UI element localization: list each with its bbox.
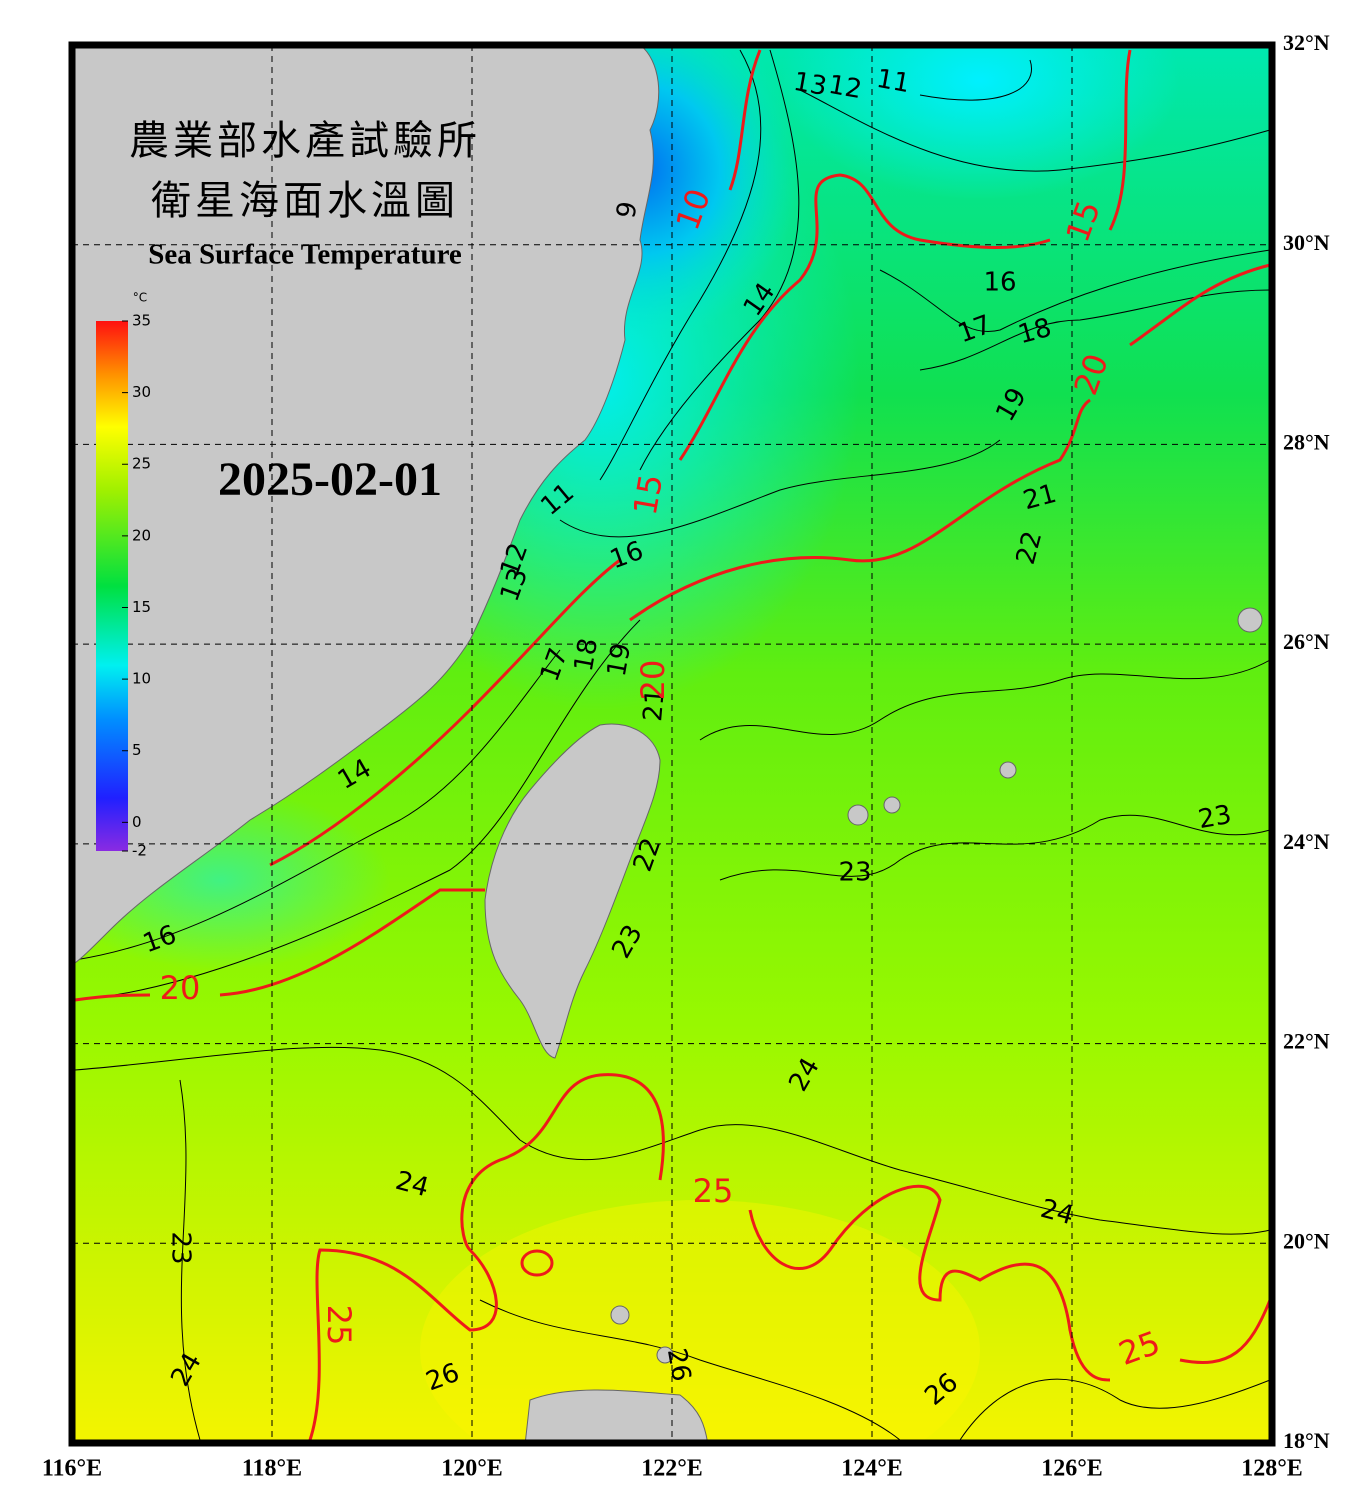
- major-contours: [74, 49, 1272, 1441]
- contour-label: 13: [791, 67, 829, 102]
- title-zh-2: 衛星海面水溫圖: [151, 178, 459, 223]
- contour-label: 19: [602, 641, 637, 679]
- contour-label: 11: [874, 64, 912, 99]
- major-contour-label: 15: [626, 471, 670, 518]
- contour-label: 23: [1196, 800, 1234, 835]
- contour-label: 16: [983, 268, 1016, 298]
- lat-label: 24°N: [1283, 829, 1330, 854]
- map-frame: [68, 41, 1276, 1447]
- lon-label: 124°E: [841, 1456, 903, 1482]
- colorbar-tick-label: 10: [132, 670, 151, 688]
- lon-label: 118°E: [242, 1456, 302, 1482]
- lat-label: 20°N: [1283, 1228, 1330, 1253]
- contours: [74, 49, 1271, 1441]
- title-zh-1: 農業部水產試驗所: [129, 118, 481, 163]
- major-contour-label: 20: [634, 660, 672, 701]
- major-contour-label: 20: [160, 969, 201, 1007]
- date: 2025-02-01: [218, 453, 442, 506]
- colorbar-tick-label: 0: [132, 813, 142, 831]
- lat-label: 18°N: [1283, 1428, 1330, 1453]
- colorbar-tick-label: 20: [132, 526, 151, 544]
- lon-label: 122°E: [641, 1456, 703, 1482]
- colorbar-tick-label: 5: [132, 741, 142, 759]
- colorbar-tick-label: 15: [132, 598, 151, 616]
- lat-label: 22°N: [1283, 1029, 1330, 1054]
- lat-label: 26°N: [1283, 629, 1330, 654]
- graticule: [72, 45, 1272, 1443]
- major-contour-label: 25: [320, 1305, 358, 1346]
- colorbar-tick-label: -2: [132, 842, 147, 860]
- contour-label: 18: [569, 636, 604, 674]
- colorbar: [96, 321, 128, 851]
- colorbar-unit: °C: [133, 291, 147, 305]
- contour-label: 23: [838, 858, 871, 888]
- major-contour-label: 25: [693, 1172, 734, 1210]
- land: [72, 45, 1263, 1443]
- contour-label: 12: [826, 70, 864, 105]
- contour-label: 21: [638, 687, 671, 723]
- lat-label: 28°N: [1283, 429, 1330, 454]
- title-en: Sea Surface Temperature: [148, 239, 462, 271]
- lon-label: 116°E: [42, 1456, 102, 1482]
- lon-label: 128°E: [1241, 1456, 1303, 1482]
- colorbar-tick-label: 30: [132, 383, 151, 401]
- contour-label: 23: [166, 1231, 196, 1264]
- contour-label: 9: [611, 199, 643, 221]
- lat-label: 32°N: [1283, 30, 1330, 55]
- colorbar-tick-label: 25: [132, 455, 151, 473]
- lat-label: 30°N: [1283, 230, 1330, 255]
- lon-label: 120°E: [441, 1456, 503, 1482]
- lon-label: 126°E: [1041, 1456, 1103, 1482]
- contour-label: 26: [661, 1346, 696, 1384]
- colorbar-tick-label: 35: [132, 312, 151, 330]
